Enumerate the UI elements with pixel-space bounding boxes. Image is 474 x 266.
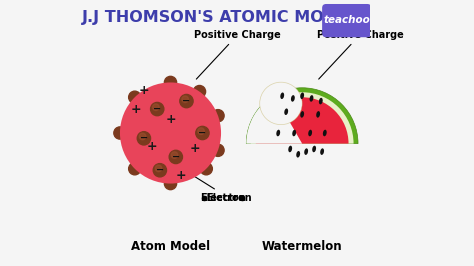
Ellipse shape [280,93,284,99]
Circle shape [164,177,177,190]
Ellipse shape [312,146,316,152]
Text: −: − [156,165,164,175]
Ellipse shape [310,95,313,102]
Text: +: + [146,140,157,153]
Text: −: − [153,104,161,114]
Circle shape [200,163,212,175]
Circle shape [193,85,206,98]
Circle shape [155,165,162,172]
Ellipse shape [323,130,327,136]
Ellipse shape [284,109,288,115]
Text: teachoo: teachoo [323,15,370,25]
Text: −: − [182,96,191,106]
Ellipse shape [319,98,323,104]
Text: −: − [198,128,207,138]
Text: +: + [138,84,149,97]
Circle shape [128,163,141,175]
Circle shape [260,82,302,125]
Circle shape [114,127,126,139]
Circle shape [128,91,141,103]
Wedge shape [246,95,302,144]
Wedge shape [246,88,358,144]
Ellipse shape [291,95,295,102]
Text: Positive Charge: Positive Charge [194,30,281,79]
Circle shape [164,76,177,89]
Circle shape [196,126,209,140]
Text: −: − [172,152,180,162]
Text: Atom Model: Atom Model [131,240,210,253]
Ellipse shape [296,151,300,157]
Circle shape [137,132,151,145]
Ellipse shape [316,111,320,118]
Text: Watermelon: Watermelon [262,240,343,253]
Ellipse shape [300,93,304,99]
Circle shape [198,128,204,135]
Ellipse shape [300,111,304,118]
Ellipse shape [308,130,312,136]
Circle shape [120,82,221,184]
Wedge shape [256,97,348,144]
Text: +: + [176,169,186,182]
Circle shape [171,152,178,159]
Circle shape [153,104,159,111]
Text: Electron: Electron [185,171,252,203]
Ellipse shape [320,148,324,155]
Text: Electron: Electron [201,193,246,203]
Text: Positive Charge: Positive Charge [317,30,403,79]
Ellipse shape [276,130,280,136]
Text: −: − [140,133,148,143]
Text: J.J THOMSON'S ATOMIC MODEL: J.J THOMSON'S ATOMIC MODEL [82,10,360,25]
FancyBboxPatch shape [322,4,371,37]
Circle shape [153,164,166,177]
Text: +: + [165,113,176,126]
Circle shape [212,110,224,122]
Circle shape [212,144,224,156]
Ellipse shape [288,146,292,152]
Text: +: + [189,143,200,155]
Circle shape [182,96,189,103]
Circle shape [169,150,182,164]
Wedge shape [251,92,354,144]
Text: +: + [131,103,141,115]
Circle shape [151,102,164,116]
Circle shape [180,94,193,108]
Circle shape [139,133,146,140]
Ellipse shape [292,130,296,136]
Ellipse shape [304,148,308,155]
